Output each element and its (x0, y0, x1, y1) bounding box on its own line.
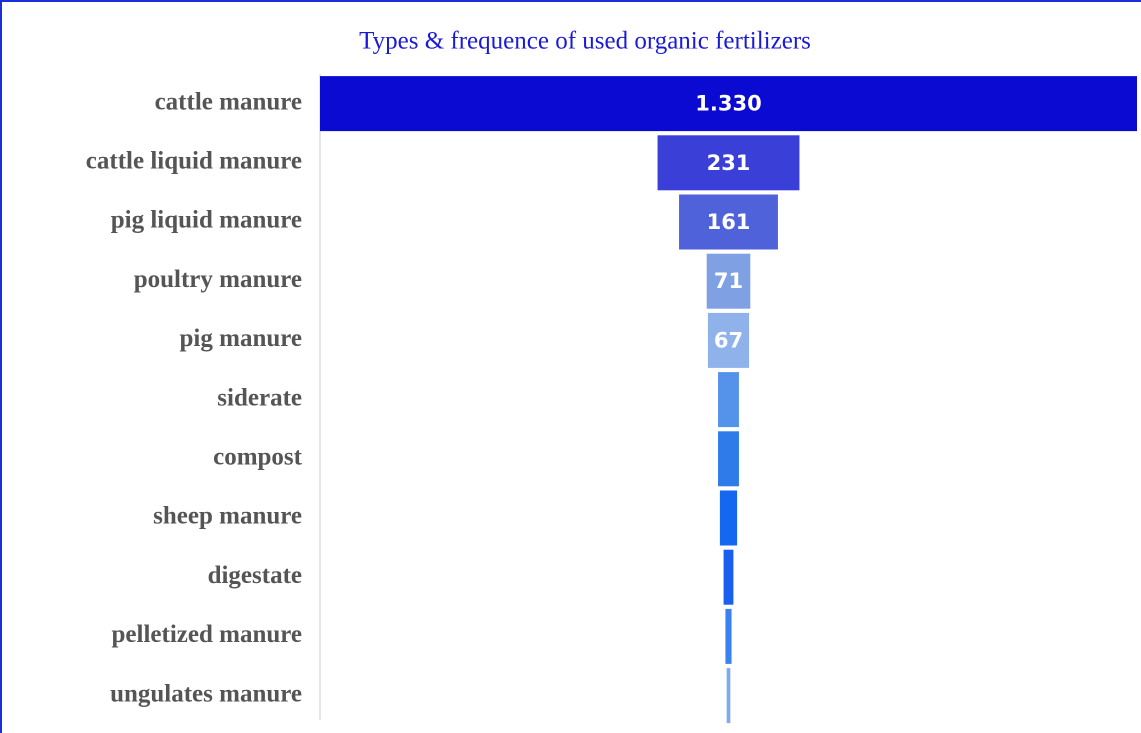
value-label: 161 (707, 210, 751, 234)
category-label: digestate (208, 562, 302, 589)
value-label: 231 (707, 151, 751, 175)
category-label: pig manure (180, 325, 302, 352)
value-label: 71 (714, 269, 743, 293)
funnel-bar (718, 431, 739, 487)
funnel-bar (679, 194, 778, 250)
funnel-bar (320, 76, 1137, 132)
category-label: siderate (217, 384, 302, 411)
funnel-bar (657, 135, 800, 191)
funnel-bar (706, 253, 751, 309)
funnel-bar (725, 608, 732, 664)
category-label: cattle liquid manure (86, 148, 302, 175)
value-label: 1.330 (695, 92, 761, 116)
category-label: ungulates manure (110, 680, 302, 707)
category-label: sheep manure (153, 503, 302, 530)
category-label: cattle manure (155, 88, 302, 115)
funnel-bar (719, 490, 738, 546)
category-label: pelletized manure (112, 621, 302, 648)
funnel-bar (718, 372, 739, 428)
value-label: 67 (714, 328, 743, 352)
chart-title: Types & frequence of used organic fertil… (359, 28, 811, 55)
category-label: pig liquid manure (111, 207, 302, 234)
funnel-bar (707, 312, 750, 368)
funnel-bar (723, 549, 734, 605)
funnel-bar (726, 668, 731, 724)
category-label: compost (213, 444, 303, 471)
category-label: poultry manure (134, 266, 302, 293)
